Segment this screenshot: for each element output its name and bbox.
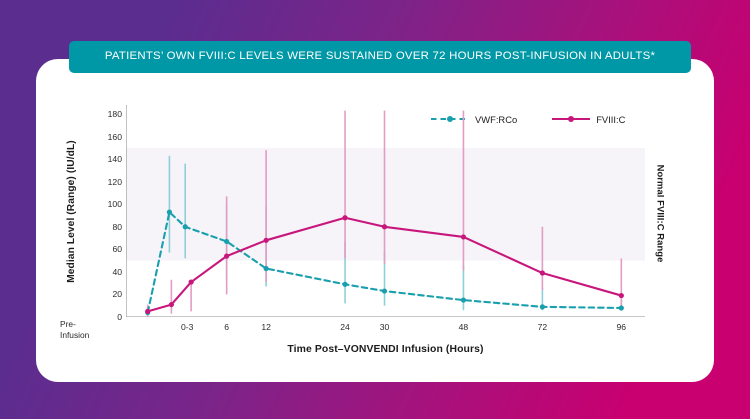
x-tick-label: 72 — [537, 322, 548, 332]
legend-label: VWF:RCo — [475, 113, 518, 125]
x-tick-label: 96 — [616, 322, 627, 332]
legend-swatch-icon — [552, 116, 591, 122]
chart-canvas — [126, 105, 645, 317]
x-axis-title: Time Post–VONVENDI Infusion (Hours) — [287, 344, 484, 355]
data-point — [263, 237, 269, 243]
y-tick-label: 180 — [107, 109, 122, 120]
data-point — [381, 224, 388, 230]
legend-label: FVIII:C — [596, 113, 626, 125]
pre-infusion-label: Pre- Infusion — [60, 319, 106, 341]
x-tick-label: 48 — [458, 322, 469, 332]
x-tick-label: 24 — [340, 322, 350, 332]
y-tick-label: 100 — [107, 199, 122, 210]
data-point — [342, 281, 348, 287]
x-tick-label: 12 — [261, 322, 271, 332]
y-axis-title: Median Level (Range) (IU/dL) — [62, 121, 80, 301]
data-point — [224, 238, 230, 245]
y-tick-label: 120 — [107, 176, 122, 187]
data-point — [618, 292, 624, 299]
series-line-fviii-c — [146, 216, 623, 313]
x-tick-label: 30 — [379, 322, 390, 332]
title-banner: PATIENTS’ OWN FVIII:C LEVELS WERE SUSTAI… — [69, 41, 691, 73]
y-axis-title-text: Median Level (Range) (IU/dL) — [65, 139, 77, 283]
data-point — [263, 265, 269, 272]
data-point — [618, 305, 624, 311]
y-tick-label: 160 — [107, 131, 122, 142]
data-point — [188, 279, 194, 285]
data-point — [182, 224, 188, 230]
y-tick-label: 140 — [107, 154, 122, 165]
data-point — [460, 297, 467, 303]
y-tick-label: 80 — [112, 221, 122, 232]
y-tick-label: 0 — [117, 312, 122, 322]
data-point — [342, 215, 348, 221]
data-point — [224, 253, 230, 259]
pre-infusion-line1: Pre- — [60, 319, 76, 329]
y-axis-ticks: 0 20 40 60 80 100 120 140 160 180 — [96, 105, 122, 322]
data-point — [166, 209, 173, 215]
y-tick-label: 40 — [112, 266, 122, 277]
data-point — [539, 304, 545, 310]
plot-area — [126, 105, 645, 317]
y-tick-label: 20 — [112, 289, 122, 300]
normal-range-axis-title: Normal FVIII:C Range — [652, 133, 670, 293]
x-tick-label: 0-3 — [180, 322, 194, 332]
data-point — [460, 234, 467, 240]
normal-range-axis-title-text: Normal FVIII:C Range — [655, 164, 667, 262]
data-point — [145, 308, 151, 314]
banner-title: PATIENTS’ OWN FVIII:C LEVELS WERE SUSTAI… — [104, 50, 656, 63]
data-point — [168, 301, 174, 308]
legend-item: FVIII:C — [551, 113, 625, 125]
pre-infusion-line2: Infusion — [60, 330, 90, 340]
y-tick-label: 60 — [112, 244, 122, 255]
normal-range-band — [126, 147, 645, 261]
data-point — [381, 288, 388, 294]
series-line-vwf-rco — [146, 211, 623, 314]
x-tick-label: 6 — [224, 322, 230, 332]
data-point — [539, 270, 545, 276]
